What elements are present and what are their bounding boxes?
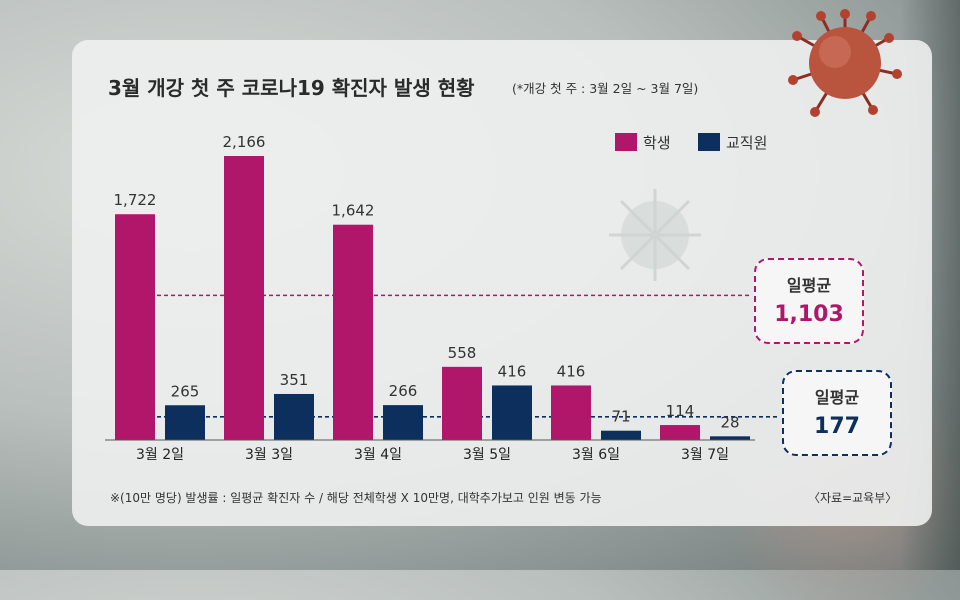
bar-staff-4 — [601, 430, 641, 440]
average-value-staff: 177 — [814, 414, 860, 439]
legend-staff: 교직원 — [698, 132, 767, 153]
footnote: ※(10만 명당) 발생률 : 일평균 확진자 수 / 해당 전체학생 X 10… — [110, 491, 602, 505]
data-label-staff-3: 416 — [498, 362, 527, 380]
bar-staff-0 — [165, 405, 205, 440]
x-tick-label-2: 3월 4일 — [354, 447, 402, 463]
legend-label-staff: 교직원 — [726, 134, 768, 152]
bar-student-5 — [660, 425, 700, 440]
average-box-staff: 일평균 177 — [782, 370, 892, 456]
data-label-staff-5: 28 — [720, 413, 739, 431]
bar-student-2 — [333, 224, 373, 440]
bar-student-0 — [115, 214, 155, 440]
data-label-student-0: 1,722 — [114, 191, 157, 209]
virus-illustration-faint — [609, 189, 701, 281]
chart-subtitle: (*개강 첫 주 : 3월 2일 ~ 3월 7일) — [512, 81, 699, 96]
average-box-student: 일평균 1,103 — [754, 258, 864, 344]
legend-student: 학생 — [615, 132, 671, 153]
data-label-staff-2: 266 — [389, 382, 418, 400]
bar-student-4 — [551, 385, 591, 440]
x-tick-label-4: 3월 6일 — [572, 447, 620, 463]
bar-chart: 1,722 265 3월 2일 2,166 351 3월 3일 1,642 266 3월 4일 5… — [105, 133, 780, 463]
legend-swatch-student — [615, 133, 637, 151]
bar-student-1 — [224, 156, 264, 440]
average-value-student: 1,103 — [774, 302, 844, 327]
x-tick-label-3: 3월 5일 — [463, 447, 511, 463]
legend-label-student: 학생 — [643, 134, 671, 152]
data-label-student-1: 2,166 — [223, 133, 266, 151]
x-tick-label-1: 3월 3일 — [245, 447, 293, 463]
bar-student-3 — [442, 366, 482, 440]
legend-swatch-staff — [698, 133, 720, 151]
virus-illustration — [788, 9, 902, 117]
average-label-staff: 일평균 — [814, 388, 860, 407]
bar-staff-2 — [383, 405, 423, 440]
data-label-staff-4: 71 — [611, 408, 630, 426]
data-label-staff-0: 265 — [171, 382, 200, 400]
chart-title: 3월 개강 첫 주 코로나19 확진자 발생 현황 — [108, 76, 475, 100]
bar-staff-5 — [710, 436, 750, 440]
data-label-student-5: 114 — [666, 402, 695, 420]
source-note: 〈자료=교육부〉 — [808, 491, 898, 505]
data-label-student-2: 1,642 — [332, 202, 375, 220]
bar-staff-3 — [492, 385, 532, 440]
bar-staff-1 — [274, 393, 314, 440]
data-label-staff-1: 351 — [280, 371, 309, 389]
data-label-student-4: 416 — [557, 362, 586, 380]
data-label-student-3: 558 — [448, 344, 477, 362]
x-tick-label-0: 3월 2일 — [136, 447, 184, 463]
average-label-student: 일평균 — [786, 276, 832, 295]
x-tick-label-5: 3월 7일 — [681, 447, 729, 463]
